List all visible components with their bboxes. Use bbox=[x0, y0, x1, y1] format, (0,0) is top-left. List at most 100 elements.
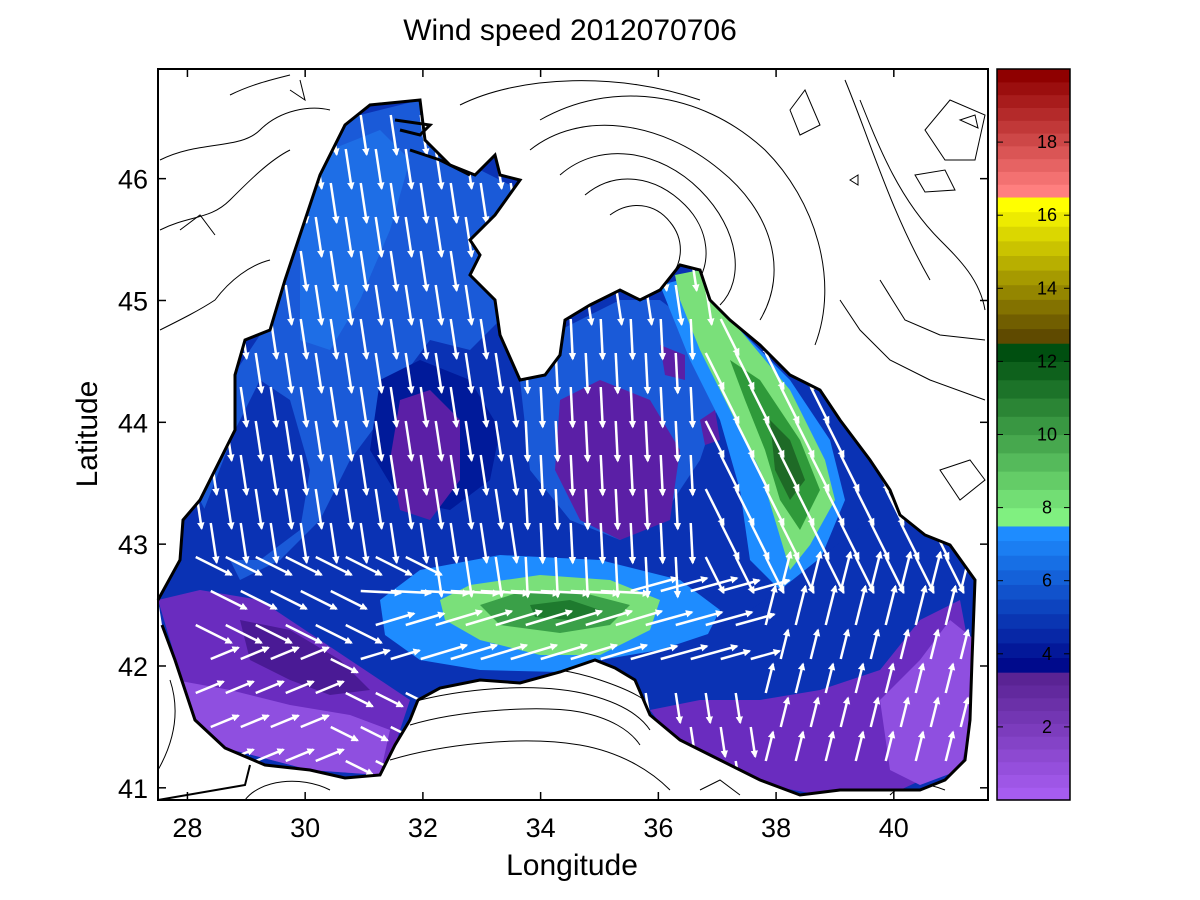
wind-arrow bbox=[914, 662, 926, 694]
wind-arrow bbox=[779, 550, 793, 592]
wind-arrow bbox=[434, 148, 445, 191]
wind-arrow bbox=[375, 691, 404, 708]
x-tick-label: 38 bbox=[761, 813, 791, 843]
wind-arrow bbox=[450, 643, 499, 661]
colorbar-tick-label: 16 bbox=[1037, 205, 1057, 225]
wind-arrow bbox=[359, 386, 370, 429]
wind-arrow bbox=[658, 318, 667, 361]
wind-arrow bbox=[598, 522, 607, 565]
colorbar-step bbox=[997, 94, 1070, 108]
colorbar-step bbox=[997, 569, 1070, 585]
colorbar-step bbox=[997, 107, 1070, 121]
wind-arrow bbox=[330, 725, 359, 742]
wind-arrow bbox=[809, 522, 830, 561]
wind-arrow bbox=[494, 352, 505, 395]
colorbar-tick-label: 18 bbox=[1037, 132, 1057, 152]
wind-arrow bbox=[329, 250, 340, 293]
colorbar-step bbox=[997, 710, 1070, 724]
wind-arrow bbox=[345, 555, 383, 577]
wind-arrow bbox=[899, 522, 920, 561]
wind-arrow bbox=[404, 284, 415, 327]
wind-arrow bbox=[195, 555, 233, 577]
colorbar-ticks: 2 4 6 8 10 12 14 16 18 bbox=[997, 132, 1070, 737]
y-tick-label: 43 bbox=[118, 530, 148, 560]
wind-arrow bbox=[809, 550, 823, 592]
wind-arrow bbox=[419, 386, 430, 429]
wind-arrow bbox=[523, 488, 532, 531]
wind-arrow bbox=[449, 318, 460, 361]
colorbar-step bbox=[997, 507, 1070, 527]
colorbar-step bbox=[997, 761, 1070, 776]
wind-arrow bbox=[315, 623, 353, 645]
wind-arrow bbox=[330, 589, 368, 611]
wind-arrow bbox=[329, 386, 340, 429]
colorbar-step bbox=[997, 343, 1070, 362]
colorbar-step bbox=[997, 489, 1070, 509]
wind-arrow bbox=[239, 386, 250, 429]
azov-coast bbox=[394, 118, 471, 177]
coastline bbox=[156, 98, 977, 797]
wind-arrow bbox=[344, 148, 355, 191]
wind-arrow bbox=[585, 609, 634, 627]
wind-arrow bbox=[884, 488, 905, 527]
wind-arrow bbox=[420, 643, 469, 661]
wind-arrow bbox=[299, 386, 310, 429]
wind-arrow bbox=[598, 454, 607, 497]
wind-arrow bbox=[330, 657, 359, 674]
wind-arrow bbox=[555, 609, 604, 627]
colorbar-step bbox=[997, 379, 1070, 399]
wind-arrow bbox=[794, 730, 806, 762]
colorbar-step bbox=[997, 158, 1070, 172]
wind-arrow bbox=[270, 714, 300, 729]
wind-arrow bbox=[688, 386, 697, 429]
colorbar-step bbox=[997, 171, 1070, 185]
wind-arrow bbox=[225, 623, 263, 645]
wind-arrow bbox=[719, 454, 740, 493]
wind-arrow bbox=[583, 488, 592, 531]
wind-arrow bbox=[434, 352, 445, 395]
wind-arrow bbox=[688, 454, 697, 497]
wind-arrow bbox=[884, 730, 896, 762]
wind-arrow bbox=[600, 643, 649, 661]
wind-arrow bbox=[284, 488, 295, 531]
wind-arrow bbox=[314, 420, 325, 463]
wind-arrow bbox=[719, 726, 729, 759]
wind-arrow bbox=[719, 522, 740, 561]
wind-arrow bbox=[764, 730, 776, 762]
wind-arrow bbox=[419, 318, 430, 361]
wind-arrow bbox=[270, 646, 300, 661]
wind-arrow bbox=[688, 522, 697, 565]
wind-arrow bbox=[719, 318, 740, 357]
wind-arrow bbox=[884, 584, 898, 626]
wind-arrow bbox=[299, 318, 310, 361]
wind-arrow bbox=[720, 578, 761, 593]
colorbar-step bbox=[997, 452, 1070, 472]
wind-arrow bbox=[615, 609, 664, 627]
wind-arrow bbox=[944, 730, 956, 762]
wind-arrow bbox=[374, 420, 385, 463]
wind-arrow bbox=[345, 759, 374, 776]
wind-arrow bbox=[359, 454, 370, 497]
wind-arrow bbox=[255, 748, 285, 763]
y-tick-label: 42 bbox=[118, 652, 148, 682]
wind-arrow bbox=[270, 589, 308, 611]
y-tick-label: 44 bbox=[118, 408, 148, 438]
wind-arrow bbox=[705, 610, 754, 627]
wind-arrow bbox=[389, 318, 400, 361]
wind-arrow bbox=[225, 680, 255, 695]
colorbar-step bbox=[997, 672, 1070, 686]
wind-arrow bbox=[630, 644, 679, 661]
wind-arrow bbox=[360, 648, 391, 661]
wind-arrow bbox=[749, 454, 770, 493]
wind-arrow bbox=[750, 648, 782, 661]
wind-arrow bbox=[419, 182, 430, 225]
colorbar-step bbox=[997, 471, 1070, 490]
wind-arrow bbox=[704, 352, 725, 391]
wind-arrow bbox=[299, 250, 310, 293]
colorbar-tick-label: 4 bbox=[1042, 644, 1052, 664]
wind-arrow bbox=[824, 488, 845, 527]
wind-arrow bbox=[869, 550, 883, 592]
colorbar-step bbox=[997, 328, 1070, 344]
colorbar-step bbox=[997, 284, 1070, 300]
colorbar-tick-label: 6 bbox=[1042, 571, 1052, 591]
